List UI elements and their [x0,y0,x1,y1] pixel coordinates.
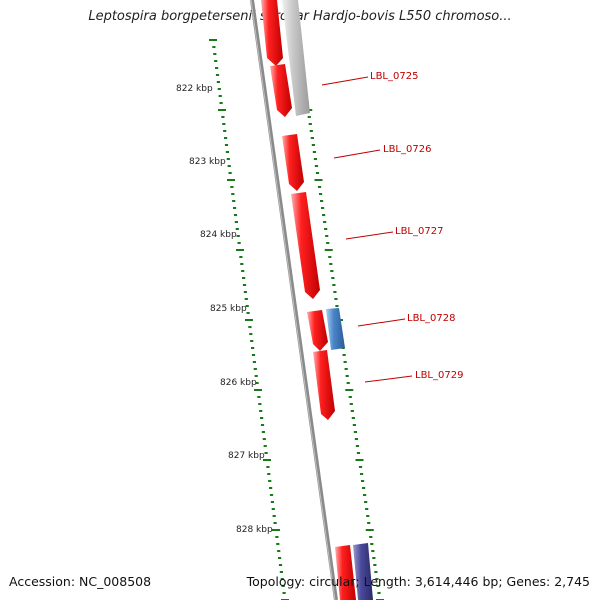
map-title: Leptospira borgpetersenii serovar Hardjo… [88,9,512,24]
kbp-tick-label: 825 kbp [210,304,247,314]
gene-label-lbl-0729[interactable]: LBL_0729 [415,370,463,381]
gene-label-lbl-0727[interactable]: LBL_0727 [395,226,443,237]
leader-line [333,149,381,159]
gene-arrow-lbl-0728[interactable] [307,310,328,351]
gene-label-lbl-0726[interactable]: LBL_0726 [383,144,431,155]
blue-feature-block[interactable] [326,308,345,350]
gene-arrow-lbl-0725[interactable] [270,64,292,117]
genome-summary: Topology: circular; Length: 3,614,446 bp… [246,574,590,589]
leader-line [364,375,413,383]
kbp-axis: 822 kbp 823 kbp 824 kbp 825 kbp 826 kbp … [176,84,273,535]
gene-label-group: LBL_0725 LBL_0726 LBL_0727 LBL_0728 LBL_… [321,71,463,383]
kbp-tick-label: 826 kbp [220,378,257,388]
leader-line [357,318,406,327]
kbp-tick-label: 823 kbp [189,157,226,167]
kbp-tick-label: 824 kbp [200,230,237,240]
kbp-tick-label: 828 kbp [236,525,273,535]
left-tick-track [209,39,289,600]
backbone-highlight [250,0,336,600]
kbp-tick-label: 822 kbp [176,84,213,94]
backbone-line [250,0,338,600]
gene-arrow-lbl-0729[interactable] [313,350,335,420]
gene-arrow-lbl-0727[interactable] [291,192,320,299]
gray-feature-block[interactable] [282,0,310,116]
gene-label-lbl-0728[interactable]: LBL_0728 [407,313,455,324]
kbp-tick-label: 827 kbp [228,451,265,461]
leader-line [345,231,394,240]
navy-feature-block[interactable] [353,543,373,600]
gene-arrow[interactable] [261,0,283,66]
leader-line [321,76,369,86]
gene-arrow-lbl-0726[interactable] [282,134,304,191]
gene-label-lbl-0725[interactable]: LBL_0725 [370,71,418,82]
accession-label: Accession: NC_008508 [9,574,152,589]
gene-arrow[interactable] [335,545,356,600]
